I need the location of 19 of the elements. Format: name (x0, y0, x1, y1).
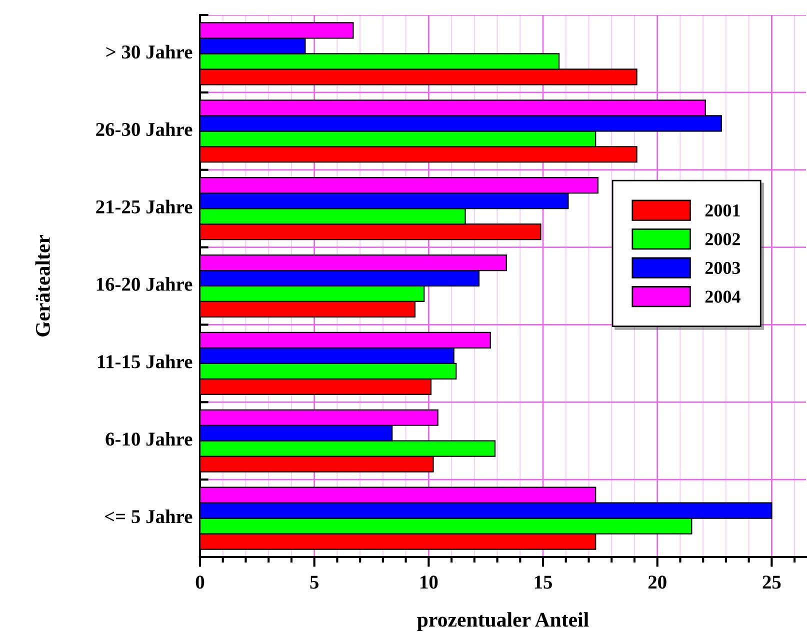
x-tick-label: 15 (534, 576, 552, 589)
y-tick-label: 26-30 Jahre (96, 122, 192, 136)
y-tick-label: 16-20 Jahre (96, 277, 192, 291)
y-tick-label: > 30 Jahre (106, 44, 192, 59)
y-tick-label: 11-15 Jahre (98, 354, 192, 368)
legend-label: 2004 (705, 290, 740, 303)
legend-label: 2003 (705, 262, 740, 274)
x-tick-label: 10 (420, 576, 438, 589)
x-tick-label: 5 (310, 576, 318, 589)
x-axis-title: prozentualer Anteil (417, 612, 589, 632)
y-axis-title: Gerätealter (35, 234, 50, 336)
y-tick-label: <= 5 Jahre (104, 509, 192, 524)
y-tick-label: 21-25 Jahre (96, 200, 192, 214)
legend-label: 2002 (705, 233, 740, 246)
x-tick-label: 25 (762, 576, 781, 589)
x-tick-label: 20 (648, 576, 666, 589)
x-tick-label: 0 (196, 576, 204, 589)
y-tick-label: 6-10 Jahre (106, 432, 192, 446)
legend-label: 2001 (705, 204, 740, 217)
